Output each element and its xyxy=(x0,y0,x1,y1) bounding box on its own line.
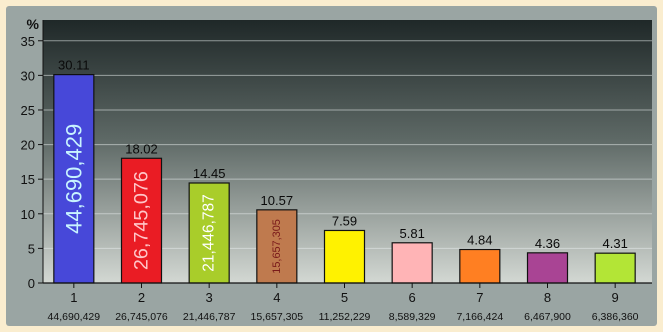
x-count-label: 11,252,229 xyxy=(319,311,371,323)
bar-inner-count-label: 15,657,305 xyxy=(271,219,283,274)
bar-6 xyxy=(391,242,433,284)
x-count-label: 6,467,900 xyxy=(524,311,571,323)
x-tick-label: 2 xyxy=(138,290,145,305)
bar-7 xyxy=(459,248,501,284)
bar-value-label: 10.57 xyxy=(261,193,294,208)
x-tick-label: 8 xyxy=(544,290,551,305)
y-axis: 0 5 10 15 20 25 30 35 xyxy=(21,20,44,291)
bar-9 xyxy=(594,252,636,284)
x-tick-label: 5 xyxy=(341,290,348,305)
x-axis: 1 44,690,429 2 26,745,076 3 21,446,787 4 15,657… xyxy=(43,282,652,323)
x-count-label: 7,166,424 xyxy=(456,311,503,323)
x-count-label: 15,657,305 xyxy=(251,311,304,323)
x-tick-label: 1 xyxy=(70,290,77,305)
y-axis-label: % xyxy=(27,16,40,32)
x-count-label: 8,589,329 xyxy=(389,311,436,323)
y-tick-label: 0 xyxy=(28,276,35,291)
bar-value-label: 4.31 xyxy=(603,236,628,251)
bar-value-label: 4.84 xyxy=(467,233,492,248)
x-count-label: 26,745,076 xyxy=(115,311,168,323)
x-count-label: 21,446,787 xyxy=(183,311,236,323)
bar-inner-count-label: 26,745,076 xyxy=(131,171,153,270)
x-tick-label: 7 xyxy=(476,290,483,305)
bar-value-label: 4.36 xyxy=(535,236,560,251)
bar-value-label: 5.81 xyxy=(400,226,425,241)
bar-1 xyxy=(53,74,95,284)
y-tick-label: 5 xyxy=(28,241,35,256)
x-tick-label: 3 xyxy=(206,290,213,305)
x-count-label: 6,386,360 xyxy=(592,311,639,323)
y-tick-label: 15 xyxy=(21,172,35,187)
bar-inner-count-label: 44,690,429 xyxy=(61,124,86,234)
y-tick-label: 35 xyxy=(21,34,35,49)
x-count-label: 44,690,429 xyxy=(48,311,101,323)
y-tick-label: 25 xyxy=(21,103,35,118)
y-tick-label: 10 xyxy=(21,207,35,222)
bar-value-label: 7.59 xyxy=(332,213,357,228)
bar-value-label: 14.45 xyxy=(193,166,226,181)
x-tick-label: 4 xyxy=(273,290,280,305)
y-tick-label: 20 xyxy=(21,138,35,153)
bar-value-label: 30.11 xyxy=(58,58,90,73)
bar-5 xyxy=(323,229,366,284)
x-tick-label: 6 xyxy=(409,290,416,305)
x-tick-label: 9 xyxy=(612,290,619,305)
bar-inner-count-label: 21,446,787 xyxy=(201,194,218,272)
bar-8 xyxy=(526,252,569,284)
bars: 30.11 44,690,429 18.02 26,745,076 14.45 21,44… xyxy=(53,58,636,284)
bar-value-label: 18.02 xyxy=(125,141,158,156)
y-tick-label: 30 xyxy=(21,68,35,83)
